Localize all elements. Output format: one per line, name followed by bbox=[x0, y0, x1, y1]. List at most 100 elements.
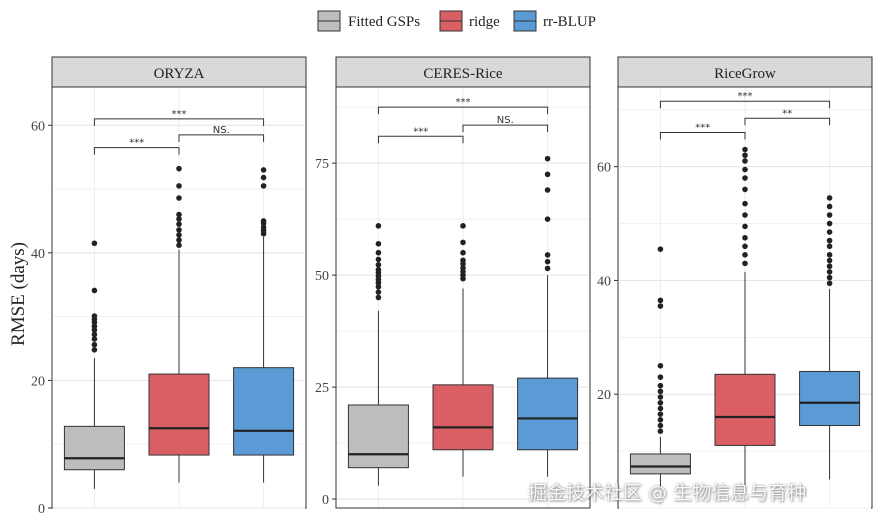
ricegrow-ridge-outlier bbox=[742, 243, 748, 250]
oryza-ridge-outlier bbox=[176, 195, 182, 201]
ceres-rice-rr-blup-outlier bbox=[544, 258, 551, 265]
panel-ceres-rice: CERES-Rice 0 25 50 75 *** NS. *** bbox=[315, 56, 591, 509]
ceres-rice-fitted-gsps-outlier bbox=[375, 266, 382, 273]
oryza-rr-blup-outlier bbox=[260, 174, 267, 181]
ceres-rice-rr-blup-outlier bbox=[544, 216, 551, 222]
ricegrow-rr-blup-outlier bbox=[826, 212, 833, 218]
ceres-rice-bracket-1-2 bbox=[462, 124, 549, 133]
legend-label-ridge: ridge bbox=[469, 14, 500, 30]
oryza-ytick-label: 40 bbox=[31, 247, 45, 262]
ricegrow-fitted-gsps-outlier bbox=[657, 405, 664, 412]
oryza-ridge-outlier bbox=[176, 237, 182, 243]
ricegrow-fitted-gsps-outlier bbox=[657, 428, 664, 434]
ceres-rice-bracket-0-2-label: *** bbox=[456, 97, 471, 108]
ceres-rice-fitted-gsps-outlier bbox=[375, 262, 382, 268]
ricegrow-fitted-gsps-outlier bbox=[657, 422, 664, 429]
ceres-rice-ridge-outlier bbox=[460, 265, 466, 271]
ceres-rice-fitted-gsps-outlier bbox=[375, 240, 382, 247]
panel-oryza: ORYZA 0 20 40 60 *** NS. *** bbox=[31, 56, 307, 517]
ricegrow-fitted-gsps-outlier bbox=[657, 374, 664, 380]
ricegrow-ridge-outlier bbox=[742, 175, 748, 181]
oryza-rr-blup-outlier bbox=[260, 183, 267, 189]
ricegrow-rr-blup-outlier bbox=[826, 274, 833, 281]
legend-label-rr-blup: rr-BLUP bbox=[543, 14, 596, 30]
oryza-fitted-gsps-outlier bbox=[91, 240, 98, 247]
ceres-rice-fitted-gsps-outlier bbox=[375, 256, 382, 263]
ricegrow-bracket-0-2-label: *** bbox=[738, 91, 753, 102]
oryza-rr-blup-outlier bbox=[260, 224, 267, 231]
oryza-ridge-outlier bbox=[176, 211, 182, 218]
ricegrow-ridge-outlier bbox=[742, 212, 748, 218]
oryza-rr-blup-outlier bbox=[260, 218, 267, 224]
ceres-rice-ridge-box bbox=[432, 384, 494, 451]
ricegrow-title: RiceGrow bbox=[714, 66, 776, 82]
ricegrow-fitted-gsps-outlier bbox=[657, 417, 664, 423]
ricegrow-rr-blup-outlier bbox=[826, 269, 833, 275]
ricegrow-ridge-outlier bbox=[742, 200, 748, 207]
ricegrow-ridge-outlier bbox=[742, 223, 748, 230]
oryza-fitted-gsps-box bbox=[63, 425, 125, 471]
oryza-fitted-gsps-outlier bbox=[91, 347, 98, 353]
ricegrow-bracket-0-1-label: *** bbox=[695, 123, 710, 134]
ceres-rice-ridge-outlier bbox=[460, 249, 466, 256]
ricegrow-ridge-outlier bbox=[742, 252, 748, 258]
ricegrow-strip bbox=[617, 56, 873, 88]
oryza-rr-blup-outlier bbox=[260, 167, 267, 173]
ceres-rice-ytick-label: 25 bbox=[315, 381, 329, 396]
ricegrow-rr-blup-outlier bbox=[826, 229, 833, 235]
ceres-rice-ytick-label: 75 bbox=[315, 157, 329, 172]
ricegrow-rr-blup-outlier bbox=[826, 263, 833, 270]
ceres-rice-fitted-gsps-outlier bbox=[375, 294, 382, 301]
oryza-fitted-gsps-outlier bbox=[91, 336, 98, 342]
ricegrow-rr-blup-outlier bbox=[826, 243, 833, 250]
ricegrow-fitted-gsps-outlier bbox=[657, 411, 664, 417]
ricegrow-rr-blup-outlier bbox=[826, 203, 833, 210]
ricegrow-fitted-gsps-outlier bbox=[657, 394, 664, 400]
ceres-rice-ytick-label: 50 bbox=[315, 269, 329, 284]
ricegrow-rr-blup-outlier bbox=[826, 257, 833, 264]
ceres-rice-rr-blup-outlier bbox=[544, 265, 551, 272]
ceres-rice-rr-blup-outlier bbox=[544, 187, 551, 193]
ceres-rice-title: CERES-Rice bbox=[423, 66, 503, 82]
ceres-rice-rr-blup-outlier bbox=[544, 155, 551, 162]
oryza-ytick-label: 20 bbox=[31, 374, 45, 389]
oryza-ridge-outlier bbox=[176, 232, 182, 238]
oryza-rr-blup-box bbox=[233, 367, 295, 456]
ricegrow-ridge-outlier bbox=[742, 260, 748, 267]
oryza-fitted-gsps-outlier bbox=[91, 327, 98, 333]
oryza-ytick-label: 60 bbox=[31, 119, 45, 134]
ceres-rice-ytick-label: 0 bbox=[322, 493, 329, 508]
oryza-fitted-gsps-outlier bbox=[91, 341, 98, 348]
ricegrow-fitted-gsps-outlier bbox=[657, 399, 664, 406]
legend-item-fitted-gsps: Fitted GSPs bbox=[317, 10, 420, 32]
ceres-rice-fitted-gsps-box bbox=[347, 404, 409, 469]
ricegrow-rr-blup-outlier bbox=[826, 280, 833, 287]
ricegrow-bracket-0-1 bbox=[659, 132, 746, 140]
ceres-rice-rr-blup-outlier bbox=[544, 171, 551, 178]
legend-label-fitted-gsps: Fitted GSPs bbox=[348, 14, 420, 30]
oryza-ridge-box bbox=[148, 373, 210, 456]
ricegrow-ridge-outlier bbox=[742, 166, 748, 173]
ricegrow-rr-blup-box bbox=[799, 370, 861, 427]
ricegrow-bracket-1-2-label: ** bbox=[782, 108, 792, 119]
oryza-bracket-1-2 bbox=[178, 134, 265, 142]
oryza-bracket-0-2-label: *** bbox=[172, 109, 187, 120]
ceres-rice-rr-blup-box bbox=[517, 377, 579, 451]
ceres-rice-fitted-gsps-outlier bbox=[375, 249, 382, 256]
oryza-ridge-outlier bbox=[176, 242, 182, 248]
legend-item-ridge: ridge bbox=[439, 10, 500, 32]
ceres-rice-ridge-outlier bbox=[460, 257, 466, 264]
ceres-rice-strip bbox=[335, 56, 591, 88]
oryza-strip bbox=[51, 56, 307, 88]
oryza-fitted-gsps-outlier bbox=[91, 323, 98, 330]
ricegrow-rr-blup-outlier bbox=[826, 195, 833, 201]
oryza-fitted-gsps-outlier bbox=[91, 287, 98, 294]
legend: Fitted GSPs ridge rr-BLUP bbox=[317, 10, 596, 32]
ricegrow-bracket-0-2 bbox=[659, 100, 831, 109]
oryza-title: ORYZA bbox=[154, 66, 205, 82]
ricegrow-ridge-outlier bbox=[742, 186, 748, 193]
ricegrow-fitted-gsps-outlier bbox=[657, 246, 664, 252]
ricegrow-bracket-1-2 bbox=[744, 117, 831, 126]
oryza-fitted-gsps-outlier bbox=[91, 313, 98, 319]
